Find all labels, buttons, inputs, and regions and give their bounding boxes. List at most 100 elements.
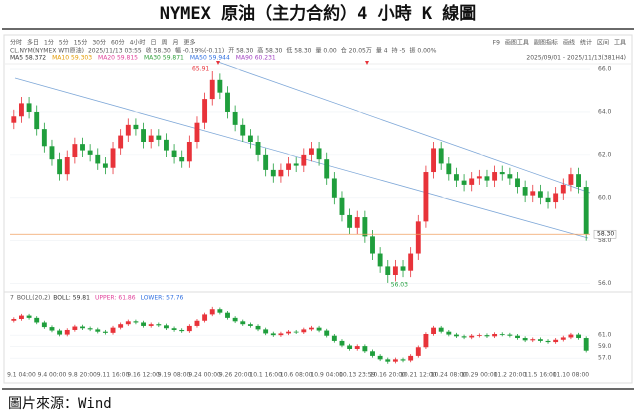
candle-body xyxy=(255,325,261,330)
info-item: 2025/11/13 03:55 xyxy=(88,48,142,55)
legend-item: BOLL(20,2) xyxy=(17,295,50,302)
toolbar-item: 5分 xyxy=(59,39,69,47)
candle-body xyxy=(26,103,32,112)
marker xyxy=(216,61,220,65)
candle-body xyxy=(255,142,261,155)
candle-body xyxy=(331,335,337,341)
x-tick-label: 10.24 08:00 xyxy=(431,372,468,379)
x-tick-label: 10.13 23:59 xyxy=(339,372,376,379)
candle-body xyxy=(423,334,429,348)
toolbar-item: 画线 xyxy=(563,39,575,47)
x-tick-label: 9.11 16:00 xyxy=(97,372,130,379)
app-frame xyxy=(3,34,633,384)
page-title: NYMEX 原油（主力合約）4 小時 K 線圖 xyxy=(160,3,477,24)
candle-body xyxy=(324,330,330,336)
candle-body xyxy=(72,144,78,158)
candle-body xyxy=(186,325,192,332)
info-item: 开 58.30 xyxy=(228,48,253,55)
candle-body xyxy=(392,359,398,362)
candle-body xyxy=(270,333,276,336)
candle-body xyxy=(133,321,139,323)
toolbar-item: 画图工具 xyxy=(505,40,529,47)
candle-body xyxy=(331,178,337,198)
candle-body xyxy=(515,335,520,339)
candle-body xyxy=(515,178,520,188)
y-tick-label: 59.0 xyxy=(598,343,612,350)
candle-body xyxy=(362,346,368,352)
candle-body xyxy=(225,312,230,318)
candle-body xyxy=(194,320,200,326)
candle-body xyxy=(156,135,162,140)
candle-body xyxy=(141,129,146,143)
candle-body xyxy=(454,174,459,181)
candle-body xyxy=(270,169,276,177)
candle-body xyxy=(522,338,528,341)
legend-item: MA90 xyxy=(236,55,253,62)
legend-item: 59.871 xyxy=(163,55,184,62)
toolbar-item: 周 xyxy=(161,40,167,47)
candle-body xyxy=(347,345,353,349)
candle-body xyxy=(446,331,452,335)
candle-body xyxy=(438,327,444,332)
y-tick-label: 64.0 xyxy=(598,108,612,115)
candle-body xyxy=(484,176,490,181)
candle-body xyxy=(209,309,215,315)
info-item: 低 58.30 xyxy=(286,47,311,55)
legend-item: 59.303 xyxy=(71,55,92,62)
x-tick-label: 9.24 00:00 xyxy=(188,372,221,379)
x-tick-label: 9.19 08:00 xyxy=(158,372,191,379)
candle-body xyxy=(34,317,40,323)
info-item: 仓 20.05万 xyxy=(341,47,372,55)
toolbar-item: 15分 xyxy=(74,39,88,47)
candle-body xyxy=(80,326,85,329)
candle-body xyxy=(415,221,421,254)
legend-item: 58.372 xyxy=(25,55,46,62)
candle-body xyxy=(309,148,314,155)
y-tick-label: 58.0 xyxy=(598,237,612,244)
x-tick-label: 11.10 08:00 xyxy=(553,372,590,379)
candle-body xyxy=(522,187,528,196)
candle-body xyxy=(476,335,482,336)
last-price-label: 58.30 xyxy=(597,231,614,238)
candle-body xyxy=(431,148,436,173)
candle-body xyxy=(194,122,200,143)
candle-body xyxy=(80,144,85,151)
candle-body xyxy=(118,135,124,149)
candle-body xyxy=(537,339,543,341)
toolbar-item: 60分 xyxy=(111,39,125,47)
legend-item: LOWER: xyxy=(141,295,165,302)
candle-body xyxy=(339,340,345,346)
legend-item: 61.86 xyxy=(118,295,135,302)
toolbar-item: 30分 xyxy=(92,39,106,47)
candle-body xyxy=(209,79,215,100)
legend-item: 57.76 xyxy=(166,295,183,302)
info-item: 量 4 xyxy=(376,48,388,55)
candle-body xyxy=(11,319,17,321)
candle-body xyxy=(583,187,589,235)
candle-body xyxy=(309,327,314,330)
candle-body xyxy=(232,111,238,125)
info-item: 收 58.30 xyxy=(146,47,171,55)
candle-body xyxy=(385,266,391,275)
candle-body xyxy=(263,154,269,170)
toolbar-item: F9 xyxy=(493,40,500,47)
candle-body xyxy=(64,329,70,335)
legend-item: MA5 xyxy=(10,55,23,62)
info-item: 持 -5 xyxy=(392,47,406,55)
candle-body xyxy=(408,253,414,271)
candle-body xyxy=(370,236,375,254)
candle-body xyxy=(164,139,169,151)
y-tick-label: 61.0 xyxy=(598,332,612,339)
candle-body xyxy=(34,111,40,130)
candle-body xyxy=(339,197,345,215)
candle-body xyxy=(583,338,589,351)
toolbar-item: 工具 xyxy=(614,40,626,47)
candle-body xyxy=(492,172,498,181)
candle-body xyxy=(431,327,436,334)
legend-item: 59.944 xyxy=(209,55,230,62)
x-tick-label: 11.2 20:00 xyxy=(494,372,527,379)
x-tick-label: 11.5 16:00 xyxy=(524,372,557,379)
x-tick-label: 10.9 04:00 xyxy=(310,372,343,379)
candle-body xyxy=(57,330,63,335)
legend-item: UPPER: xyxy=(95,295,116,302)
